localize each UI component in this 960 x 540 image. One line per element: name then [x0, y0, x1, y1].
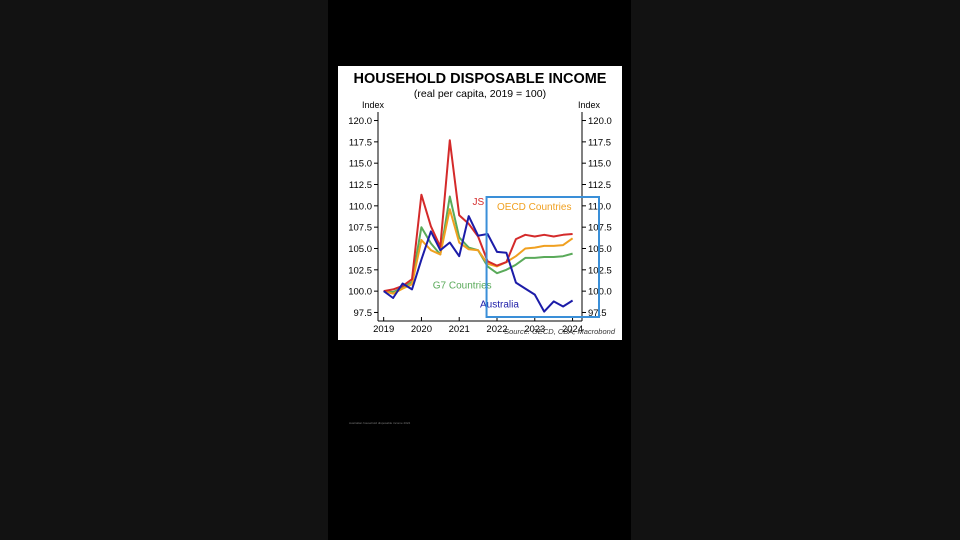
series-labels: JS OECD Countries G7 Countries Australia [433, 197, 572, 310]
series-label-australia: Australia [480, 299, 519, 310]
y-ticks-right: 120.0117.5115.0112.5110.0107.5105.0102.5… [582, 116, 612, 319]
y-tick-label-left: 110.0 [349, 201, 372, 212]
y-tick-label-right: 117.5 [588, 137, 611, 148]
x-tick-label: 2021 [449, 324, 470, 335]
x-ticks: 2019 2020 2021 2022 2023 2024 [373, 317, 583, 335]
y-tick-label-left: 97.5 [354, 308, 373, 319]
right-side-panel [631, 0, 960, 540]
series-line-australia [383, 215, 574, 313]
y-axis-label-right: Index [578, 100, 601, 110]
y-ticks-left: 120.0 117.5 115.0 112.5 110.0 107.5 105.0 102.5… [348, 116, 378, 319]
y-tick-label-left: 120.0 [348, 116, 372, 127]
y-tick-label-left: 102.5 [348, 265, 372, 276]
highlight-box [485, 196, 600, 318]
chart-subtitle: (real per capita, 2019 = 100) [414, 88, 546, 100]
series-line-us [383, 139, 573, 293]
y-tick-label-left: 115.0 [349, 159, 372, 170]
plot-frame [377, 112, 583, 322]
x-tick-label: 2022 [486, 324, 507, 335]
y-tick-label-left: 117.5 [349, 137, 372, 148]
y-axis-label-left: Index [362, 100, 385, 110]
x-tick-label: 2023 [524, 324, 545, 335]
y-tick-label-left: 112.5 [349, 180, 372, 191]
series-label-oecd-countries: OECD Countries [497, 202, 571, 213]
series-label-g7-countries: G7 Countries [433, 281, 492, 292]
y-tick-label-left: 105.0 [348, 244, 372, 255]
y-tick-label-right: 120.0 [588, 116, 612, 127]
left-side-panel [0, 0, 328, 540]
y-tick-label-left: 107.5 [348, 223, 372, 234]
household-income-chart: HOUSEHOLD DISPOSABLE INCOME (real per ca… [348, 71, 616, 336]
y-tick-label-right: 97.5 [588, 308, 607, 319]
series-label-us: JS [472, 197, 484, 208]
chart-source: Source: OECD, CBA, Macrobond [504, 327, 616, 336]
y-tick-label-right: 115.0 [588, 159, 611, 170]
series-line-oecd-countries [383, 208, 574, 295]
x-tick-label: 2024 [562, 324, 583, 335]
chart-card: HOUSEHOLD DISPOSABLE INCOME (real per ca… [338, 66, 622, 340]
x-tick-label: 2019 [373, 324, 394, 335]
footer-caption: Australian household disposable income 2… [349, 421, 411, 425]
chart-title: HOUSEHOLD DISPOSABLE INCOME [354, 71, 607, 87]
y-tick-label-right: 112.5 [588, 180, 611, 191]
series-lines [383, 139, 574, 313]
x-tick-label: 2020 [411, 324, 432, 335]
y-tick-label-left: 100.0 [348, 287, 372, 298]
